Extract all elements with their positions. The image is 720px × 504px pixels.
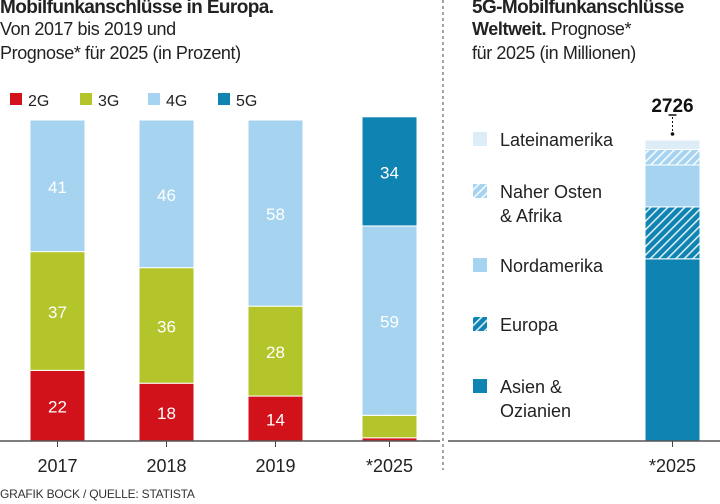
data-label: 22 [48,398,67,417]
legend-label-5G: 5G [236,93,257,110]
legend-swatch-Lateinamerika [473,132,487,146]
legend-swatch-2G [10,93,22,105]
data-label: 59 [380,313,399,332]
right-chart-subtitle: für 2025 (in Millionen) [472,43,636,63]
legend-swatch-4G [148,93,160,105]
bar-4G-2017 [29,119,86,253]
bar-4G-*2025 [361,225,418,416]
data-label: 41 [48,178,67,197]
data-label: 14 [266,411,285,430]
legend-swatch-5G [218,93,230,105]
total-pointer-dot [670,132,675,136]
bar-4G-2018 [138,119,195,269]
right-subtitle-bold: Weltweit. [472,19,547,39]
bar-4G-2019 [247,119,304,307]
x-tick-label: *2025 [649,456,696,476]
left-chart-subtitle: Von 2017 bis 2019 und [0,19,176,39]
data-label: 18 [157,404,176,423]
x-tick-label: *2025 [366,456,413,476]
legend-label: Asien & [500,377,562,397]
x-tick-label: 2019 [255,456,295,476]
bar-Asien & Ozianien [644,258,701,442]
legend-label: & Afrika [500,206,563,226]
data-label: 37 [48,303,67,322]
source-note: GRAFIK BOCK / QUELLE: STATISTA [0,487,195,501]
right-chart-subtitle: Weltweit. Prognose* [472,19,632,40]
bar-2G-2019 [247,395,304,442]
legend-label-3G: 3G [98,93,119,110]
total-label: 2726 [651,96,693,117]
legend-label: Lateinamerika [500,130,614,150]
bar-Nordamerika [644,164,701,208]
bar-2G-2018 [138,382,195,442]
legend-swatch-Naher Osten & Afrika [473,184,487,198]
legend-swatch-Asien & Ozianien [473,379,487,393]
right-subtitle-text: Prognose* [546,19,632,39]
left-chart-title: Mobilfunkanschlüsse in Europa. [0,0,274,18]
bar-Lateinamerika [644,139,701,150]
legend-label: Europa [500,315,559,335]
bar-2G-2017 [29,369,86,442]
x-tick-label: 2018 [146,456,186,476]
data-label: 28 [266,343,285,362]
legend-label: Nordamerika [500,256,604,276]
data-label: 46 [157,186,176,205]
legend-label: Naher Osten [500,182,602,202]
legend-label: Ozianien [500,401,571,421]
data-label: 34 [380,163,399,182]
legend-label-2G: 2G [28,93,49,110]
legend-swatch-3G [80,93,92,105]
right-chart-title: 5G-Mobilfunkanschlüsse [472,0,684,18]
left-chart-subtitle: Prognose* für 2025 (in Prozent) [0,43,241,63]
legend-swatch-Europa [473,317,487,331]
legend-label-4G: 4G [166,93,187,110]
legend-swatch-Nordamerika [473,258,487,272]
x-tick-label: 2017 [37,456,77,476]
data-label: 58 [266,205,285,224]
bar-3G-2017 [29,251,86,371]
bar-Naher Osten & Afrika [644,148,701,166]
bar-5G-*2025 [361,116,418,227]
bar-Europa [644,206,701,260]
data-label: 36 [157,317,176,336]
